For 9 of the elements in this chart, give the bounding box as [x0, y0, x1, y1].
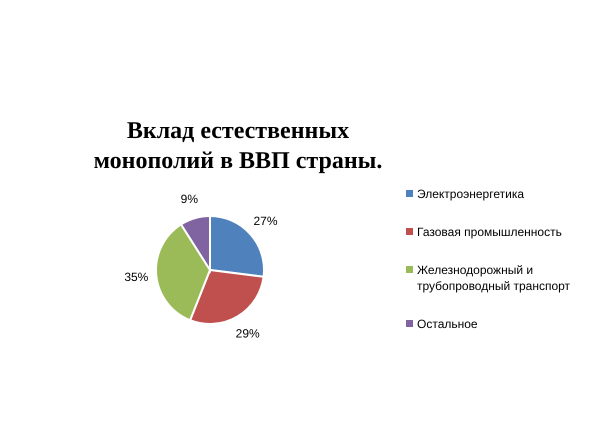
legend-label: Газовая промышленность — [417, 224, 562, 240]
legend-label: Электроэнергетика — [417, 186, 524, 202]
data-label: 35% — [124, 270, 149, 284]
data-label: 9% — [180, 192, 198, 206]
data-label: 29% — [236, 326, 260, 341]
chart-title: Вклад естественных монополий в ВВП страны. — [92, 117, 384, 176]
legend-label: Остальное — [417, 316, 478, 332]
data-label: 27% — [253, 214, 278, 228]
legend-label: Железнодорожный и трубопроводный транспорт — [417, 262, 572, 294]
